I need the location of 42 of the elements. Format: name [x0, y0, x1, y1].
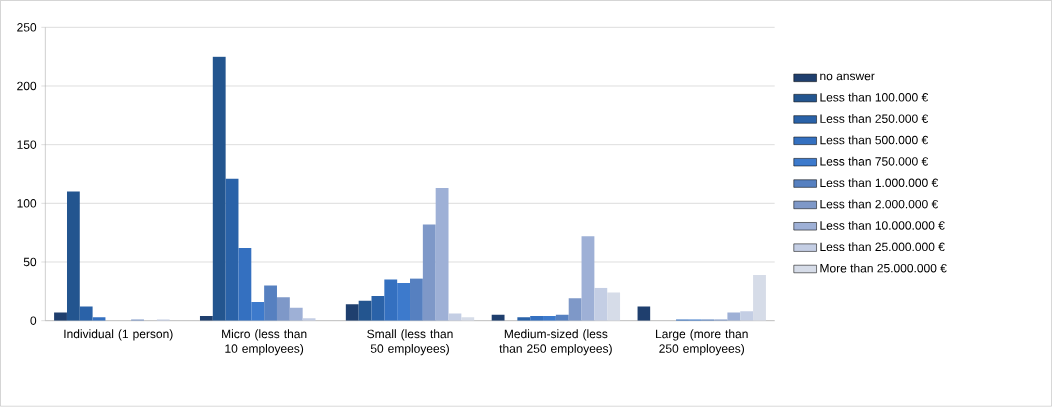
bar [371, 296, 385, 321]
bar [276, 297, 290, 321]
y-tick-label: 100 [17, 199, 37, 208]
bar [345, 304, 359, 321]
bar [289, 307, 303, 321]
y-tick-label: 200 [17, 81, 37, 91]
y-tick-label: 250 [17, 23, 37, 32]
y-tick-label: 50 [23, 257, 37, 267]
bar [422, 224, 436, 321]
bar [54, 312, 67, 321]
legend-label: no answer [820, 73, 875, 81]
bar [79, 306, 93, 321]
legend-label: More than 25.000.000 € [820, 263, 947, 273]
x-tick-label: Micro (less than 10 employees) [222, 329, 307, 356]
legend-label: Less than 25.000.000 € [820, 242, 945, 252]
bar [727, 312, 741, 321]
bar [594, 287, 608, 321]
legend-label: Less than 100.000 € [820, 92, 929, 102]
bar [568, 298, 582, 321]
x-tick-label: Individual (1 person) [64, 329, 173, 341]
x-tick-label: Large (more than 250 employees) [656, 329, 748, 356]
x-tick-label: Medium-sized (less than 250 employees) [499, 329, 612, 356]
bar [607, 292, 621, 321]
legend-label: Less than 10.000.000 € [820, 221, 945, 230]
bar [66, 191, 80, 321]
x-tick-label: Small (less than 50 employees) [367, 329, 453, 356]
bar [740, 311, 754, 321]
bar [753, 275, 766, 321]
bar [225, 178, 239, 321]
bar [358, 300, 372, 321]
legend-label: Less than 750.000 € [820, 157, 929, 166]
bar [212, 56, 226, 321]
legend-label: Less than 2.000.000 € [820, 199, 939, 209]
legend-label: Less than 1.000.000 € [820, 178, 939, 188]
bar [410, 278, 423, 321]
legend-label: Less than 500.000 € [820, 135, 929, 145]
bar [435, 188, 449, 321]
bar [264, 285, 277, 321]
y-tick-label: 0 [30, 316, 37, 326]
y-tick-label: 150 [17, 140, 37, 150]
legend-label: Less than 250.000 € [820, 114, 929, 124]
bar [581, 236, 595, 321]
